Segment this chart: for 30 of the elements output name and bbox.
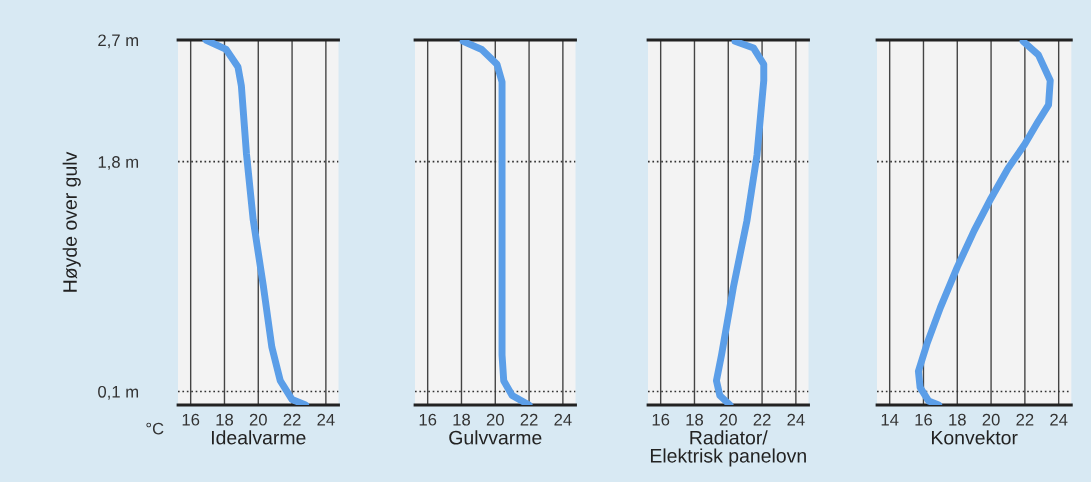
x-tick-label: 20: [249, 413, 267, 426]
y-tick-label: 0,1 m: [98, 385, 139, 400]
x-tick-label: 16: [652, 413, 670, 426]
x-tick-label: 24: [554, 413, 572, 426]
x-tick-label: 20: [719, 413, 737, 426]
x-tick-label: 24: [787, 413, 805, 426]
x-tick-label: 16: [419, 413, 437, 426]
x-tick-label: 20: [982, 413, 1000, 426]
x-tick-label: 22: [753, 413, 771, 426]
x-tick-label: 18: [216, 413, 234, 426]
y-axis-title: Høyde over gulv: [62, 151, 81, 292]
x-tick-label: 22: [1016, 413, 1034, 426]
x-tick-label: 22: [520, 413, 538, 426]
x-axis-title: Radiator/ Elektrisk panelovn: [650, 430, 806, 467]
x-axis-title: Gulvvarme: [449, 430, 542, 445]
x-tick-label: 18: [686, 413, 704, 426]
y-tick-label: 1,8 m: [98, 156, 139, 170]
x-tick-label: 24: [1050, 413, 1068, 426]
x-tick-label: 20: [486, 413, 504, 426]
x-tick-label: 22: [283, 413, 301, 426]
x-axis-title: Konvektor: [932, 430, 1018, 445]
x-tick-label: 16: [915, 413, 933, 426]
y-tick-label: 2,7 m: [98, 34, 139, 49]
x-axis-title: Idealvarme: [211, 430, 306, 445]
x-tick-label: 16: [182, 413, 200, 426]
x-tick-label: 24: [317, 413, 335, 426]
x-tick-label: 14: [881, 413, 899, 426]
x-tick-label: 18: [453, 413, 471, 426]
text: °C: [146, 422, 164, 435]
x-tick-label: 18: [949, 413, 966, 426]
